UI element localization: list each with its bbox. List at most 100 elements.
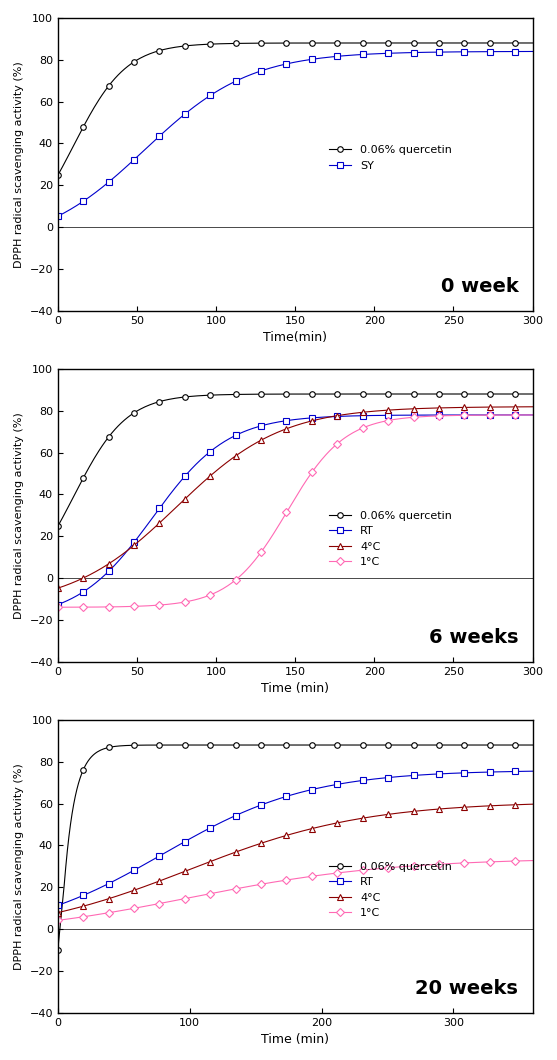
0.06% quercetin (455, 37, 461, 50)
Line: 1°C: 1°C (55, 412, 535, 610)
Line: 4°C: 4°C (55, 801, 535, 916)
0.06% quercetin (345, 739, 352, 752)
Text: 6 weeks: 6 weeks (429, 628, 519, 647)
Text: 0 week: 0 week (441, 277, 519, 296)
Line: 4°C: 4°C (55, 404, 535, 590)
1°C (485, 409, 491, 422)
X-axis label: Time(min): Time(min) (263, 331, 327, 345)
1°C (56, 601, 63, 614)
RT (455, 766, 461, 779)
1°C (345, 429, 352, 442)
4°C (529, 798, 536, 811)
RT (335, 410, 342, 423)
1°C (529, 854, 536, 867)
4°C (56, 906, 63, 919)
4°C (337, 816, 344, 829)
Y-axis label: DPPH radical scavenging activity (%): DPPH radical scavenging activity (%) (14, 60, 24, 267)
RT (345, 409, 352, 422)
Line: SY: SY (55, 49, 535, 219)
1°C (345, 865, 352, 878)
Y-axis label: DPPH radical scavenging activity (%): DPPH radical scavenging activity (%) (14, 763, 24, 970)
4°C (55, 582, 61, 595)
4°C (455, 401, 461, 413)
RT (56, 899, 63, 912)
RT (56, 598, 63, 611)
RT (55, 598, 61, 611)
4°C (335, 409, 342, 422)
RT (529, 408, 536, 421)
Legend: 0.06% quercetin, SY: 0.06% quercetin, SY (325, 141, 456, 175)
0.06% quercetin (337, 739, 344, 752)
0.06% quercetin (486, 739, 493, 752)
1°C (455, 409, 461, 422)
SY (55, 210, 61, 223)
RT (335, 778, 342, 791)
4°C (56, 581, 63, 594)
4°C (337, 409, 344, 422)
0.06% quercetin (335, 388, 342, 401)
4°C (345, 408, 352, 421)
RT (455, 408, 461, 421)
RT (337, 410, 344, 423)
0.06% quercetin (529, 37, 536, 50)
0.06% quercetin (345, 388, 352, 401)
1°C (55, 914, 61, 926)
Line: RT: RT (55, 768, 535, 908)
0.06% quercetin (335, 739, 342, 752)
0.06% quercetin (56, 166, 63, 179)
SY (485, 46, 491, 58)
RT (529, 765, 536, 778)
1°C (455, 856, 461, 869)
0.06% quercetin (55, 943, 61, 956)
0.06% quercetin (55, 169, 61, 181)
SY (455, 46, 461, 58)
1°C (335, 436, 342, 448)
1°C (337, 435, 344, 447)
0.06% quercetin (345, 37, 352, 50)
X-axis label: Time (min): Time (min) (261, 1034, 329, 1046)
0.06% quercetin (485, 388, 491, 401)
4°C (455, 801, 461, 814)
0.06% quercetin (455, 739, 461, 752)
4°C (55, 906, 61, 919)
RT (485, 408, 491, 421)
1°C (335, 866, 342, 879)
1°C (55, 601, 61, 614)
Y-axis label: DPPH radical scavenging activity (%): DPPH radical scavenging activity (%) (14, 412, 24, 619)
SY (56, 209, 63, 222)
SY (345, 49, 352, 61)
SY (529, 46, 536, 58)
Legend: 0.06% quercetin, RT, 4°C, 1°C: 0.06% quercetin, RT, 4°C, 1°C (325, 507, 456, 571)
0.06% quercetin (55, 520, 61, 533)
0.06% quercetin (337, 37, 344, 50)
1°C (337, 866, 344, 879)
0.06% quercetin (455, 388, 461, 401)
4°C (335, 816, 342, 829)
4°C (485, 799, 491, 812)
0.06% quercetin (485, 37, 491, 50)
RT (345, 776, 352, 789)
0.06% quercetin (466, 739, 472, 752)
Line: 0.06% quercetin: 0.06% quercetin (55, 391, 535, 529)
RT (55, 899, 61, 912)
1°C (56, 914, 63, 926)
4°C (345, 814, 352, 827)
0.06% quercetin (337, 388, 344, 401)
RT (337, 777, 344, 790)
Line: RT: RT (55, 412, 535, 607)
0.06% quercetin (529, 388, 536, 401)
Line: 0.06% quercetin: 0.06% quercetin (55, 742, 535, 953)
0.06% quercetin (56, 928, 63, 940)
1°C (485, 855, 491, 868)
X-axis label: Time (min): Time (min) (261, 682, 329, 695)
Line: 1°C: 1°C (55, 858, 535, 923)
0.06% quercetin (56, 517, 63, 530)
SY (337, 50, 344, 63)
4°C (485, 401, 491, 413)
0.06% quercetin (529, 739, 536, 752)
Text: 20 weeks: 20 weeks (416, 979, 519, 999)
RT (485, 765, 491, 778)
SY (335, 50, 342, 63)
4°C (529, 401, 536, 413)
Line: 0.06% quercetin: 0.06% quercetin (55, 40, 535, 178)
